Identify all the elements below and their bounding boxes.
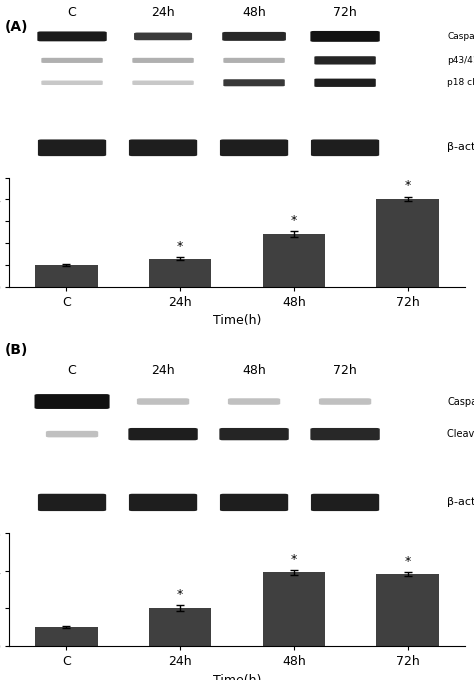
X-axis label: Time(h): Time(h) bbox=[213, 674, 261, 680]
FancyBboxPatch shape bbox=[314, 56, 376, 65]
FancyBboxPatch shape bbox=[38, 494, 106, 511]
FancyBboxPatch shape bbox=[132, 80, 194, 85]
FancyBboxPatch shape bbox=[38, 139, 106, 156]
FancyBboxPatch shape bbox=[129, 139, 197, 156]
FancyBboxPatch shape bbox=[35, 394, 109, 409]
Text: 24h: 24h bbox=[151, 6, 175, 19]
Bar bbox=[376, 199, 439, 286]
Text: (A): (A) bbox=[5, 20, 28, 35]
FancyBboxPatch shape bbox=[223, 58, 285, 63]
FancyBboxPatch shape bbox=[228, 398, 280, 405]
Text: *: * bbox=[404, 180, 411, 192]
Text: C: C bbox=[68, 364, 76, 377]
Text: *: * bbox=[291, 214, 297, 227]
FancyBboxPatch shape bbox=[41, 58, 103, 63]
Text: *: * bbox=[177, 588, 183, 601]
Bar bbox=[263, 235, 325, 286]
Text: β-actin: β-actin bbox=[447, 142, 474, 152]
Text: Caspase-8: Caspase-8 bbox=[447, 32, 474, 41]
Text: p18 cleaved caspase-8: p18 cleaved caspase-8 bbox=[447, 78, 474, 87]
FancyBboxPatch shape bbox=[310, 428, 380, 440]
Bar bbox=[149, 259, 211, 286]
FancyBboxPatch shape bbox=[220, 494, 288, 511]
Text: 72h: 72h bbox=[333, 364, 357, 377]
FancyBboxPatch shape bbox=[129, 494, 197, 511]
Bar bbox=[149, 609, 211, 646]
FancyBboxPatch shape bbox=[134, 33, 192, 40]
Bar bbox=[35, 265, 98, 286]
Text: *: * bbox=[177, 240, 183, 253]
FancyBboxPatch shape bbox=[310, 31, 380, 42]
Text: 72h: 72h bbox=[333, 6, 357, 19]
FancyBboxPatch shape bbox=[314, 79, 376, 87]
FancyBboxPatch shape bbox=[219, 428, 289, 440]
FancyBboxPatch shape bbox=[37, 31, 107, 41]
Bar bbox=[376, 574, 439, 646]
Text: 48h: 48h bbox=[242, 364, 266, 377]
Text: *: * bbox=[404, 554, 411, 568]
Text: C: C bbox=[68, 6, 76, 19]
FancyBboxPatch shape bbox=[128, 428, 198, 440]
Text: Cleaved caspase-3: Cleaved caspase-3 bbox=[447, 429, 474, 439]
FancyBboxPatch shape bbox=[311, 139, 379, 156]
Text: *: * bbox=[291, 553, 297, 566]
Bar bbox=[263, 573, 325, 646]
FancyBboxPatch shape bbox=[41, 80, 103, 85]
Text: 24h: 24h bbox=[151, 364, 175, 377]
Text: 48h: 48h bbox=[242, 6, 266, 19]
Text: β-actin: β-actin bbox=[447, 496, 474, 507]
X-axis label: Time(h): Time(h) bbox=[213, 314, 261, 327]
Text: (B): (B) bbox=[5, 343, 28, 358]
FancyBboxPatch shape bbox=[223, 80, 285, 86]
FancyBboxPatch shape bbox=[319, 398, 371, 405]
FancyBboxPatch shape bbox=[220, 139, 288, 156]
FancyBboxPatch shape bbox=[46, 431, 98, 437]
FancyBboxPatch shape bbox=[311, 494, 379, 511]
Text: p43/41: p43/41 bbox=[447, 56, 474, 65]
Bar bbox=[35, 627, 98, 646]
FancyBboxPatch shape bbox=[132, 58, 194, 63]
FancyBboxPatch shape bbox=[137, 398, 189, 405]
Text: Caspase-3: Caspase-3 bbox=[447, 396, 474, 407]
FancyBboxPatch shape bbox=[222, 32, 286, 41]
